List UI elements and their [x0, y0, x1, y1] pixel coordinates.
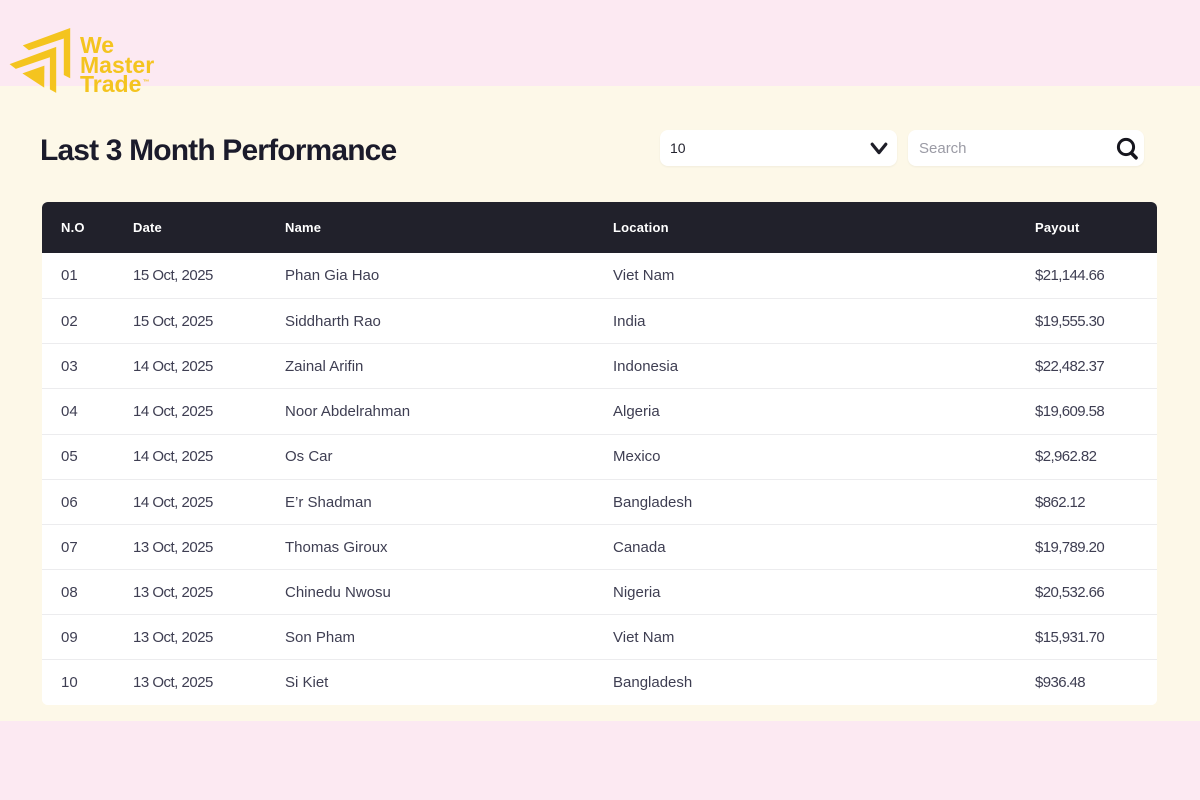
svg-text:Trade: Trade — [80, 71, 141, 97]
svg-text:™: ™ — [143, 79, 150, 86]
svg-text:Master: Master — [80, 52, 154, 78]
svg-text:We: We — [80, 32, 114, 58]
